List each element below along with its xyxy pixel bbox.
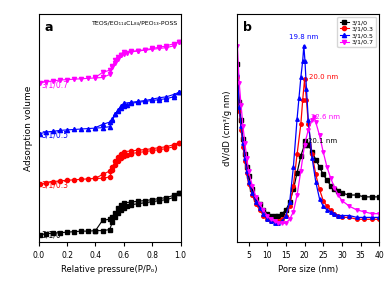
Text: a: a bbox=[45, 21, 53, 34]
Y-axis label: Adsorption volume: Adsorption volume bbox=[24, 85, 33, 171]
Text: 3/1/0.7: 3/1/0.7 bbox=[41, 80, 68, 89]
Text: b: b bbox=[243, 21, 252, 34]
Text: TEOS/EO₁₁₄CL₈₄/PEO₁₃-POSS: TEOS/EO₁₁₄CL₈₄/PEO₁₃-POSS bbox=[91, 21, 178, 26]
Legend: 3/1/0, 3/1/0.3, 3/1/0.5, 3/1/0.7: 3/1/0, 3/1/0.3, 3/1/0.5, 3/1/0.7 bbox=[337, 17, 376, 47]
Text: 19.8 nm: 19.8 nm bbox=[289, 34, 319, 40]
X-axis label: Relative pressure(P/Pₒ): Relative pressure(P/Pₒ) bbox=[62, 265, 158, 274]
Text: 20.1 nm: 20.1 nm bbox=[308, 138, 337, 144]
X-axis label: Pore size (nm): Pore size (nm) bbox=[278, 265, 339, 274]
Text: 3/1/0: 3/1/0 bbox=[41, 230, 61, 239]
Y-axis label: dV/dD (cm³/g nm): dV/dD (cm³/g nm) bbox=[223, 90, 232, 166]
Text: 20.0 nm: 20.0 nm bbox=[309, 74, 338, 80]
Text: 3/1/0.3: 3/1/0.3 bbox=[41, 180, 68, 189]
Text: 3/1/0.5: 3/1/0.5 bbox=[41, 130, 68, 139]
Text: 22.6 nm: 22.6 nm bbox=[311, 114, 340, 120]
